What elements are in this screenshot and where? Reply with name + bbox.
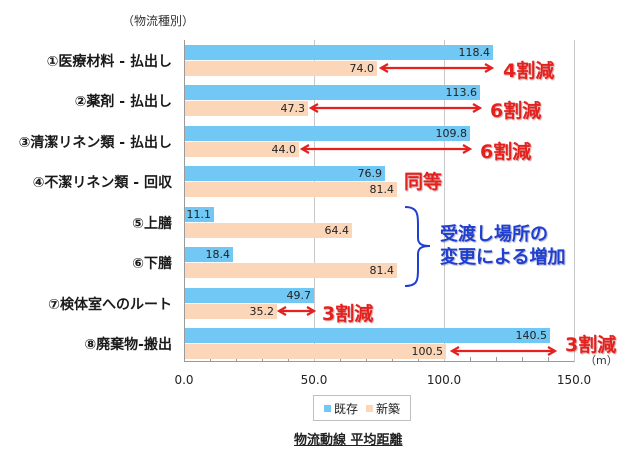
annotation-reduction: 3割減	[565, 334, 617, 356]
category-label: ③清潔リネン類 - 払出し	[18, 135, 172, 151]
category-label: ②薬剤 - 払出し	[74, 94, 172, 110]
bar-value: 100.5	[411, 345, 444, 358]
bar-new: 81.4	[185, 263, 397, 278]
legend-label: 新築	[376, 401, 401, 416]
bar-new: 74.0	[185, 61, 377, 76]
bar-value: 18.4	[205, 248, 231, 261]
category-axis-title: （物流種別）	[122, 14, 195, 28]
bar-value: 49.7	[286, 289, 312, 302]
annotation-reduction: 4割減	[503, 60, 555, 82]
gridline	[314, 40, 315, 362]
bar-new: 100.5	[185, 344, 446, 359]
bar-value: 64.4	[324, 224, 350, 237]
annotation-reduction: 6割減	[490, 100, 542, 122]
bar-value: 140.5	[515, 329, 548, 342]
annotation-increase-line1: 受渡し場所の	[440, 224, 548, 245]
x-tick-label: 150.0	[556, 373, 592, 387]
gridline	[574, 40, 575, 362]
legend-label: 既存	[333, 401, 358, 416]
bar-new: 64.4	[185, 223, 352, 238]
bar-value: 76.9	[357, 167, 383, 180]
gridline	[444, 40, 445, 362]
bar-value: 118.4	[458, 46, 491, 59]
category-label: ⑧廃棄物-搬出	[84, 337, 172, 353]
axis-unit: （m）	[585, 354, 618, 367]
annotation-reduction: 6割減	[480, 141, 532, 163]
plot-area: 118.4 74.0 113.6 47.3 109.8 44.0 76.9 81…	[184, 40, 575, 362]
bar-value: 44.0	[271, 143, 297, 156]
bar-existing: 109.8	[185, 126, 470, 141]
bar-existing: 140.5	[185, 328, 550, 343]
bar-value: 11.1	[186, 208, 212, 221]
bar-existing: 113.6	[185, 85, 480, 100]
category-label: ⑤上膳	[132, 216, 172, 232]
bar-existing: 11.1	[185, 207, 214, 222]
legend-item-existing: 既存	[323, 400, 358, 417]
x-tick-label: 0.0	[174, 373, 194, 387]
bar-new: 44.0	[185, 142, 299, 157]
bar-value: 81.4	[369, 183, 395, 196]
x-tick-label: 100.0	[426, 373, 462, 387]
bar-new: 81.4	[185, 182, 397, 197]
bar-existing: 18.4	[185, 247, 233, 262]
bar-existing: 76.9	[185, 166, 385, 181]
bar-new: 47.3	[185, 101, 308, 116]
bar-value: 74.0	[349, 62, 375, 75]
legend: 既存 新築	[313, 395, 411, 421]
legend-swatch-blue-icon	[323, 404, 331, 412]
annotation-increase-line2: 変更による増加	[440, 247, 566, 268]
annotation-equal: 同等	[404, 171, 443, 193]
category-label: ⑦検体室へのルート	[48, 297, 172, 313]
bar-value: 113.6	[445, 86, 478, 99]
annotation-reduction: 3割減	[322, 303, 374, 325]
bar-new: 35.2	[185, 304, 277, 319]
bar-value: 81.4	[369, 264, 395, 277]
legend-item-new: 新築	[366, 400, 400, 417]
category-label: ④不潔リネン類 - 回収	[32, 175, 172, 191]
bar-value: 47.3	[280, 102, 306, 115]
x-axis-line	[184, 361, 574, 362]
chart-title: 物流動線 平均距離	[294, 433, 403, 448]
category-label: ①医療材料 - 払出し	[46, 54, 172, 70]
bar-value: 109.8	[435, 127, 468, 140]
x-tick-label: 50.0	[300, 373, 328, 387]
bar-existing: 49.7	[185, 288, 314, 303]
category-label: ⑥下膳	[132, 256, 172, 272]
y-axis-line	[184, 40, 185, 362]
legend-swatch-orange-icon	[366, 404, 373, 412]
bar-existing: 118.4	[185, 45, 493, 60]
bar-value: 35.2	[249, 305, 275, 318]
